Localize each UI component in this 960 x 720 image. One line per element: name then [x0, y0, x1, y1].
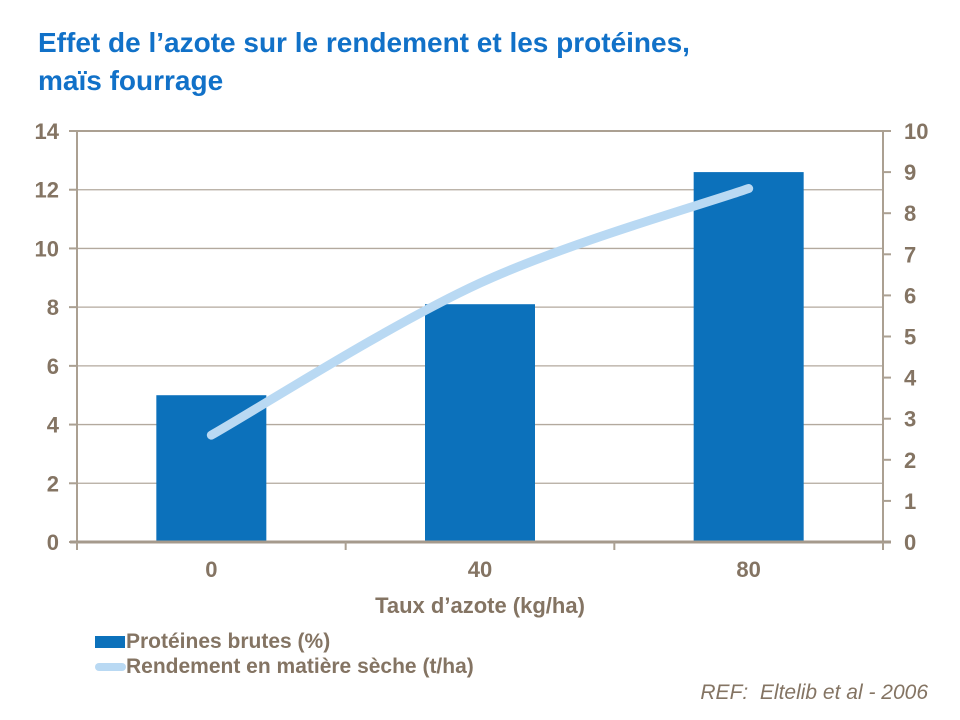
y-axis-left-tick-label: 12 — [35, 178, 59, 203]
y-axis-right-tick-label: 0 — [904, 530, 916, 555]
x-axis-title: Taux d’azote (kg/ha) — [375, 593, 585, 618]
reference-citation: REF: Eltelib et al - 2006 — [700, 681, 928, 704]
y-axis-left-tick-label: 6 — [47, 354, 59, 379]
y-axis-right-tick-label: 8 — [904, 201, 916, 226]
y-axis-right-tick-label: 9 — [904, 160, 916, 185]
legend-label-rendement: Rendement en matière sèche (t/ha) — [126, 654, 474, 678]
x-axis-tick-label: 40 — [468, 557, 492, 582]
y-axis-left-tick-label: 10 — [35, 236, 59, 261]
chart-title-line1: Effet de l’azote sur le rendement et les… — [38, 27, 690, 58]
legend: Protéines brutes (%) Rendement en matièr… — [95, 629, 474, 679]
y-axis-right-tick-label: 3 — [904, 407, 916, 432]
bar — [693, 172, 804, 542]
y-axis-left-tick-label: 2 — [47, 471, 59, 496]
y-axis-right-tick-label: 10 — [904, 119, 928, 144]
y-axis-left-tick-label: 0 — [47, 530, 59, 555]
y-axis-left-tick-label: 8 — [47, 295, 59, 320]
y-axis-right-tick-label: 5 — [904, 325, 916, 350]
bar — [425, 304, 535, 542]
legend-swatch-bar — [95, 635, 125, 648]
y-axis-right-tick-label: 2 — [904, 448, 916, 473]
bar — [156, 395, 267, 542]
x-axis-tick-label: 80 — [736, 557, 760, 582]
y-axis-right-tick-label: 1 — [904, 489, 916, 514]
y-axis-left-tick-label: 14 — [35, 119, 60, 144]
x-axis-tick-label: 0 — [205, 557, 217, 582]
y-axis-right-tick-label: 4 — [904, 366, 917, 391]
y-axis-right-tick-label: 7 — [904, 242, 916, 267]
chart-title-line2: maïs fourrage — [38, 65, 224, 96]
legend-swatch-line — [95, 662, 126, 671]
y-axis-left-tick-label: 4 — [47, 413, 60, 438]
legend-label-proteines: Protéines brutes (%) — [126, 629, 331, 653]
yield-line — [206, 184, 754, 440]
chart-title: Effet de l’azote sur le rendement et les… — [38, 24, 898, 100]
legend-item-rendement: Rendement en matière sèche (t/ha) — [95, 654, 474, 679]
y-axis-right-tick-label: 6 — [904, 283, 916, 308]
legend-item-proteines: Protéines brutes (%) — [95, 629, 474, 654]
